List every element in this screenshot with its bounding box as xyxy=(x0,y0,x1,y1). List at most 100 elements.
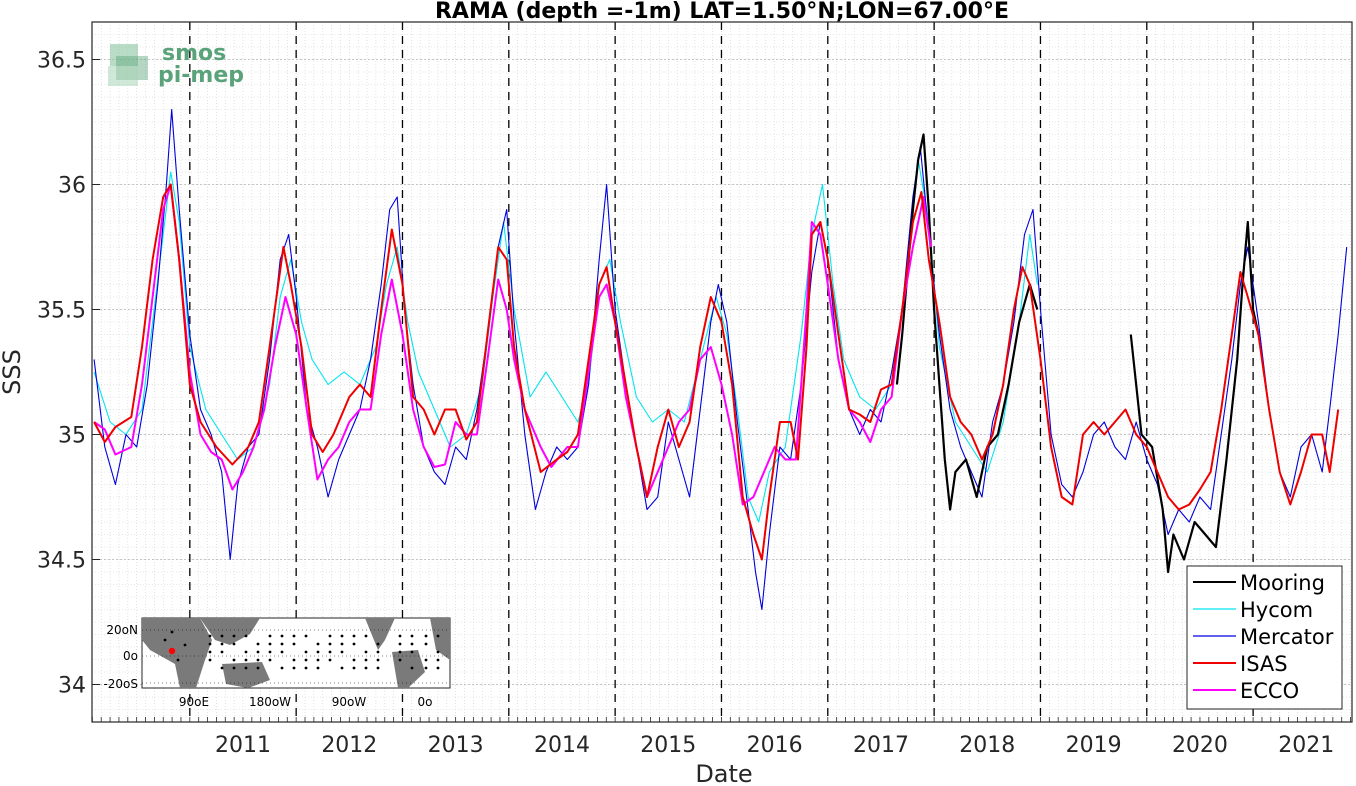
y-tick-label: 36.5 xyxy=(37,49,86,74)
buoy-dot xyxy=(424,634,428,638)
buoy-dot xyxy=(220,666,224,670)
inset-map: 20oN 0o -20oS 90oE 180oW 90oW 0o xyxy=(103,617,451,709)
buoy-dot xyxy=(244,650,248,654)
buoy-dot xyxy=(304,650,308,654)
buoy-dot xyxy=(170,630,174,634)
buoy-dot xyxy=(352,642,356,646)
buoy-dot xyxy=(376,666,380,670)
buoy-dot xyxy=(220,634,224,638)
legend-label-ecco: ECCO xyxy=(1240,679,1299,703)
y-axis-ticks: 34 34.5 35 35.5 36 36.5 xyxy=(37,49,100,699)
y-tick-label: 35.5 xyxy=(37,299,86,324)
buoy-dot xyxy=(292,658,296,662)
series-line-ecco xyxy=(93,183,932,506)
x-tick-label: 2020 xyxy=(1172,733,1228,758)
buoy-dot xyxy=(328,658,332,662)
x-tick-label: 2012 xyxy=(321,733,377,758)
buoy-dot xyxy=(340,666,344,670)
buoy-dot xyxy=(208,634,212,638)
north-america-landmass xyxy=(365,618,395,650)
buoy-dot xyxy=(304,634,308,638)
buoy-dot xyxy=(208,658,212,662)
buoy-dot xyxy=(280,666,284,670)
buoy-dot xyxy=(376,642,380,646)
legend-label-mooring: Mooring xyxy=(1240,571,1325,595)
smos-pimep-logo: smos pi-mep xyxy=(108,41,244,88)
legend-label-hycom: Hycom xyxy=(1240,598,1313,622)
inset-lon-label: 0o xyxy=(418,695,433,709)
buoy-dot xyxy=(183,643,187,647)
x-tick-label: 2015 xyxy=(640,733,696,758)
buoy-dot xyxy=(304,666,308,670)
buoy-dot xyxy=(244,634,248,638)
west-africa-landmass xyxy=(430,618,450,660)
buoy-dot xyxy=(232,666,236,670)
buoy-dot xyxy=(163,638,167,642)
x-axis-ticks: 2011 2012 2013 2014 2015 2016 2017 2018 2019 2020… xyxy=(91,717,1351,758)
series-line-isas xyxy=(93,183,1340,561)
series-layer xyxy=(93,108,1348,611)
logo-line1: smos xyxy=(162,41,226,66)
buoy-dot xyxy=(268,634,272,638)
buoy-dot xyxy=(316,642,320,646)
buoy-dot xyxy=(268,658,272,662)
buoy-dot xyxy=(244,658,248,662)
x-tick-label: 2021 xyxy=(1278,733,1334,758)
buoy-dot xyxy=(328,634,332,638)
buoy-dot xyxy=(364,666,368,670)
buoy-dot xyxy=(398,658,402,662)
buoy-dot xyxy=(256,642,260,646)
buoy-dot xyxy=(208,650,212,654)
inset-lon-label: 180oW xyxy=(249,695,291,709)
buoy-dot xyxy=(316,658,320,662)
buoy-dot xyxy=(364,658,368,662)
buoy-dot xyxy=(398,634,402,638)
buoy-dot xyxy=(424,658,428,662)
buoy-dot xyxy=(410,666,414,670)
buoy-dot xyxy=(316,650,320,654)
buoy-dot xyxy=(232,634,236,638)
buoy-dot xyxy=(424,642,428,646)
buoy-dot xyxy=(220,642,224,646)
inset-lat-label: 0o xyxy=(123,649,138,663)
x-tick-label: 2014 xyxy=(534,733,590,758)
chart-title: RAMA (depth =-1m) LAT=1.50°N;LON=67.00°E xyxy=(435,0,1009,24)
buoy-dot xyxy=(316,666,320,670)
buoy-dot xyxy=(410,634,414,638)
buoy-dot xyxy=(340,650,344,654)
buoy-dot xyxy=(340,642,344,646)
buoy-dot xyxy=(176,658,180,662)
buoy-dot xyxy=(352,658,356,662)
x-tick-label: 2019 xyxy=(1066,733,1122,758)
x-tick-label: 2016 xyxy=(747,733,803,758)
y-tick-label: 36 xyxy=(58,174,86,199)
legend: Mooring Hycom Mercator ISAS ECCO xyxy=(1186,565,1343,710)
selected-mooring-marker xyxy=(168,647,176,655)
series-line-mooring xyxy=(1129,220,1260,574)
buoy-dot xyxy=(398,650,402,654)
buoy-dot xyxy=(256,650,260,654)
x-tick-label: 2011 xyxy=(215,733,271,758)
buoy-dot xyxy=(304,658,308,662)
buoy-dot xyxy=(364,650,368,654)
buoy-dot xyxy=(410,650,414,654)
series-line-mercator xyxy=(93,108,1348,611)
buoy-dot xyxy=(328,642,332,646)
x-tick-label: 2013 xyxy=(428,733,484,758)
inset-lat-label: 20oN xyxy=(106,623,138,637)
legend-box xyxy=(1186,565,1343,710)
africa-landmass xyxy=(142,618,212,688)
buoy-dot xyxy=(328,650,332,654)
buoy-dot xyxy=(410,642,414,646)
buoy-dot xyxy=(436,634,440,638)
buoy-dot xyxy=(398,642,402,646)
y-axis-label: SSS xyxy=(0,349,26,395)
buoy-dot xyxy=(268,642,272,646)
buoy-dot xyxy=(292,634,296,638)
buoy-dot xyxy=(220,650,224,654)
logo-line2: pi-mep xyxy=(158,63,244,88)
series-line-hycom xyxy=(93,158,1038,523)
buoy-dot xyxy=(268,650,272,654)
buoy-dot xyxy=(424,666,428,670)
inset-lon-label: 90oE xyxy=(179,695,209,709)
